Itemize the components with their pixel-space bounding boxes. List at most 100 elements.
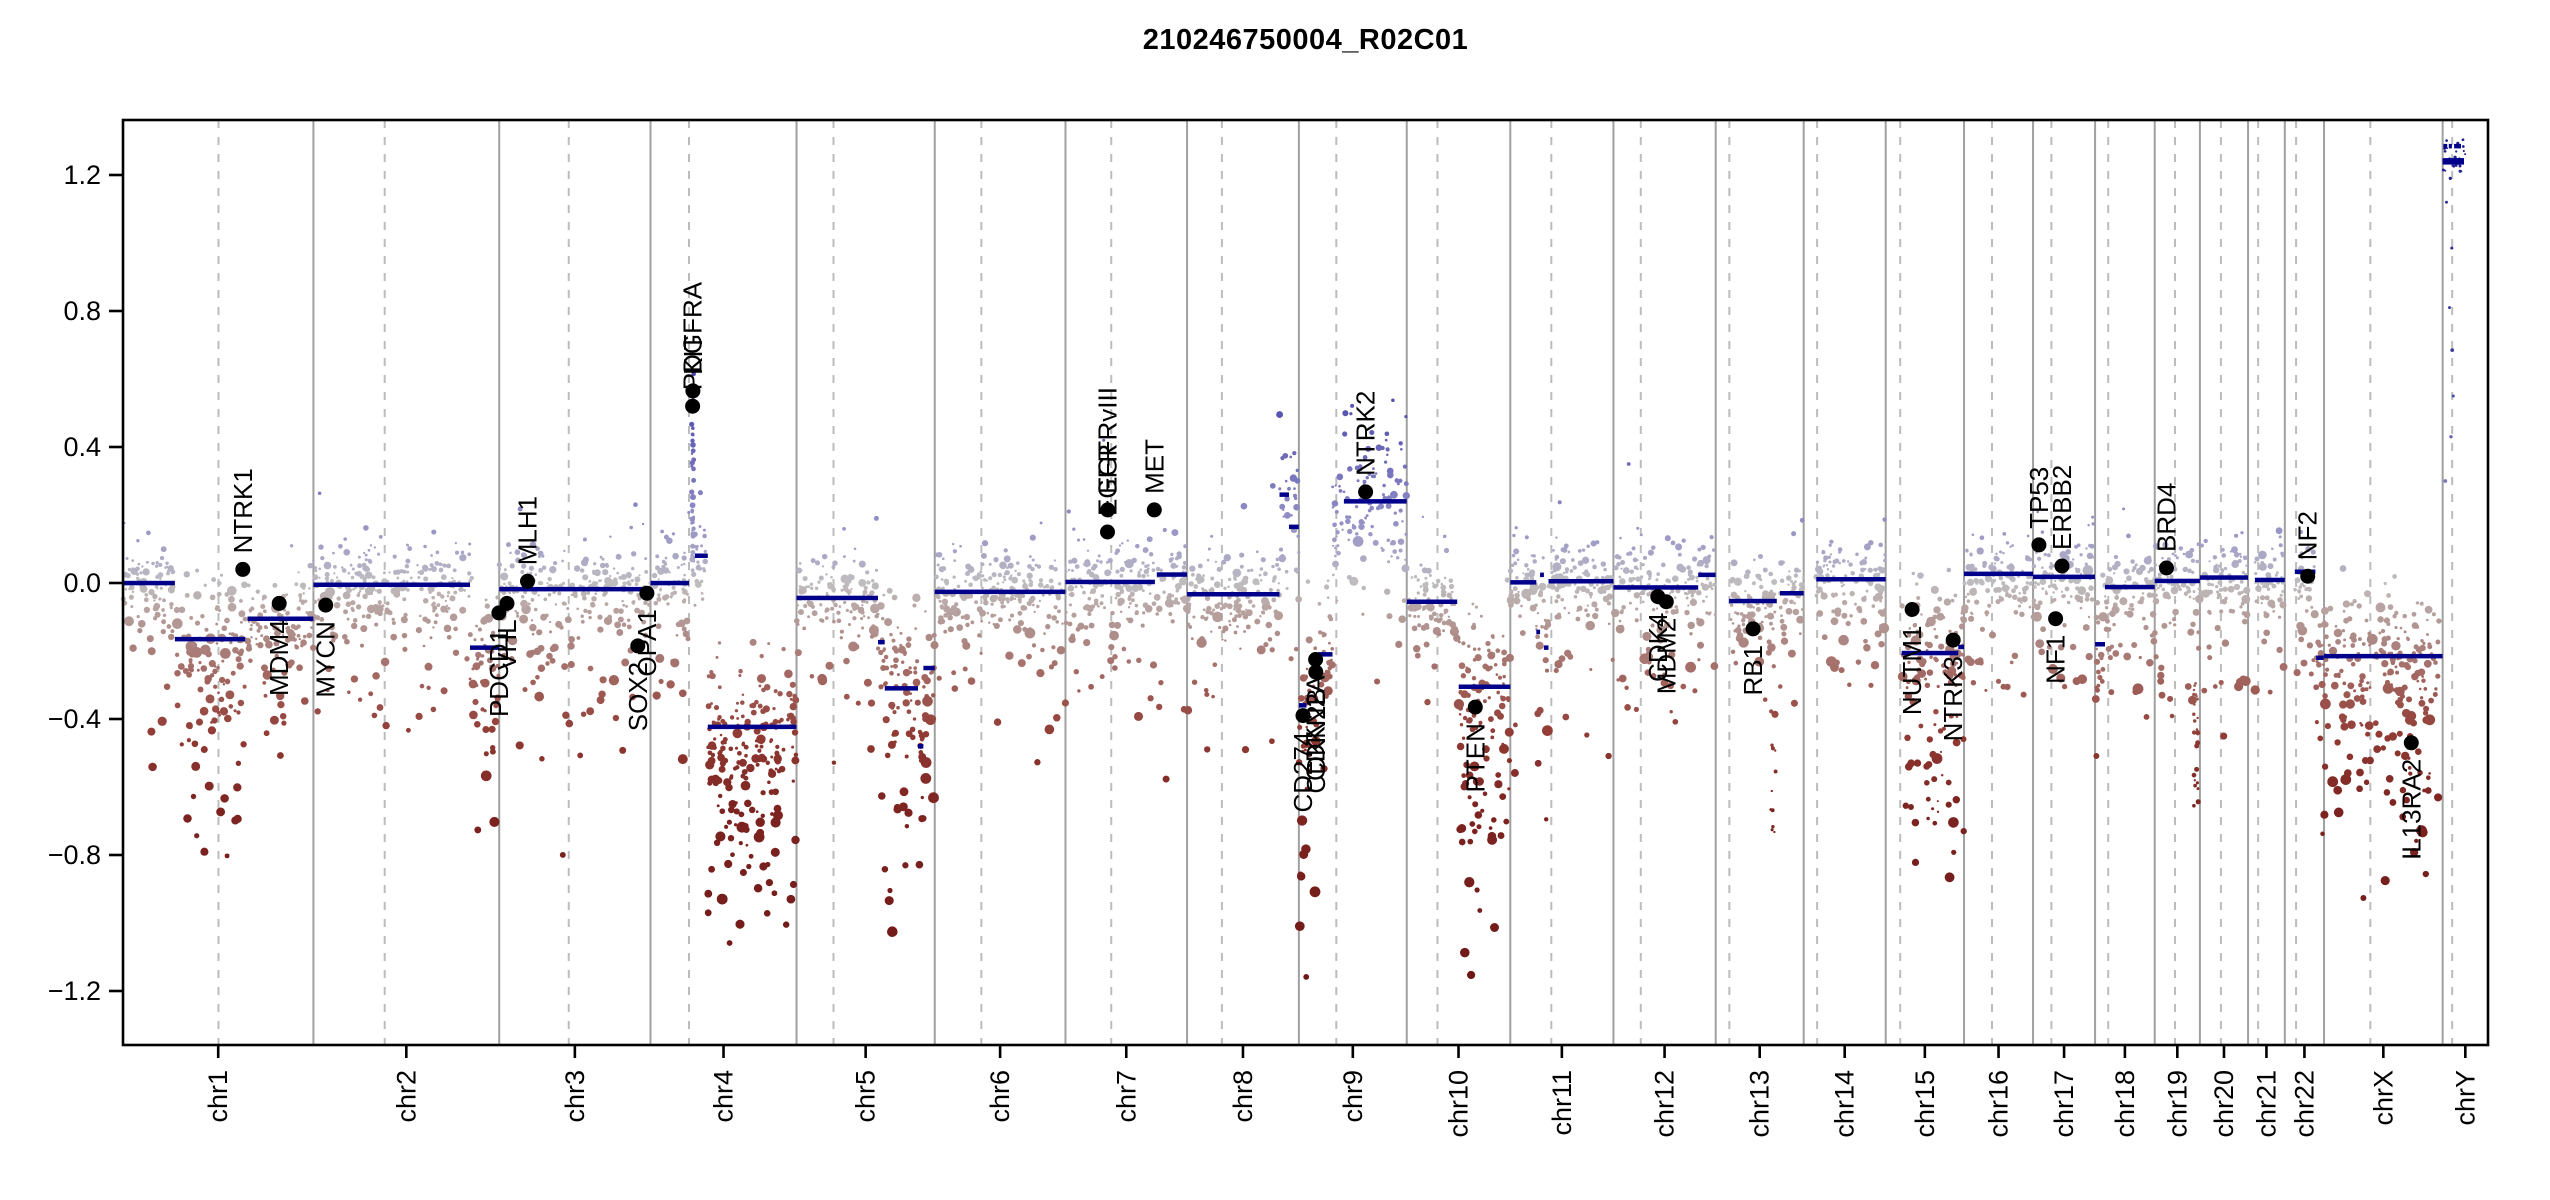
gene-marker-SOX2: [630, 638, 646, 654]
plot-title: 210246750004_R02C01: [1142, 24, 1469, 56]
gene-label-PDCD1: PDCD1: [484, 629, 514, 717]
cnv-segment: [884, 686, 918, 691]
cnv-segment: [923, 665, 935, 671]
gene-marker-ERBB2: [2054, 558, 2070, 574]
x-axis-label-chr5: chr5: [851, 1070, 881, 1123]
x-axis-label-chrX: chrX: [2368, 1070, 2398, 1126]
gene-label-NF2: NF2: [2293, 511, 2323, 560]
cnv-segment: [1289, 524, 1299, 530]
gene-marker-TP53: [2031, 537, 2047, 553]
cnv-segment: [650, 580, 689, 586]
gene-marker-NTRK3: [1945, 632, 1961, 648]
cnv-segment: [878, 639, 885, 645]
cnv-segment: [1318, 652, 1333, 657]
cnv-segment: [934, 589, 1066, 595]
gene-label-MDM4: MDM4: [264, 619, 294, 696]
gene-label-CDKN2B: CDKN2B: [1301, 688, 1331, 793]
cnv-segment: [2154, 578, 2200, 584]
y-axis-tick-label: −0.4: [48, 704, 101, 734]
gene-label-KIT: KIT: [678, 334, 708, 375]
cnv-segment: [918, 744, 924, 749]
gene-marker-MDM2: [1658, 594, 1674, 610]
cnv-segment: [1406, 599, 1458, 604]
cnv-segment: [707, 724, 797, 730]
cnv-segment: [2454, 143, 2461, 149]
x-axis-label-chr6: chr6: [985, 1070, 1015, 1123]
gene-marker-RB1: [1745, 621, 1761, 637]
gene-label-EGFR: EGFR: [1093, 444, 1123, 516]
cnv-segment: [2199, 575, 2248, 580]
gene-marker-EGFRvIII: [1100, 502, 1116, 518]
x-axis-label-chr13: chr13: [1745, 1070, 1775, 1138]
x-axis-label-chr16: chr16: [1984, 1070, 2014, 1138]
gene-label-NTRK3: NTRK3: [1938, 656, 1968, 741]
x-axis-label-chr20: chr20: [2209, 1070, 2239, 1138]
cnv-segment: [1779, 591, 1804, 596]
cnv-segment: [2324, 653, 2443, 659]
grid-layer: [217, 120, 2454, 1045]
axes-layer: 1.2 0.8 0.4 0.0 −0.4 −0.8 −1.2 chr1 chr2 chr3 chr4…: [48, 118, 2490, 1138]
gene-label-MYCN: MYCN: [311, 621, 341, 698]
gene-label-NTRK1: NTRK1: [228, 468, 258, 553]
cnv-segment: [2316, 655, 2324, 660]
x-axis-label-chr11: chr11: [1547, 1070, 1577, 1136]
gene-label-NUTM1: NUTM1: [1897, 626, 1927, 716]
gene-label-PDGFRA: PDGFRA: [678, 281, 708, 390]
x-axis-label-chr15: chr15: [1910, 1070, 1940, 1138]
x-axis-label-chr3: chr3: [560, 1070, 590, 1123]
cnv-segment: [2442, 158, 2464, 165]
y-axis-tick-label: 0.8: [63, 296, 101, 326]
gene-marker-OPA1: [639, 585, 655, 601]
cnv-segment: [1536, 629, 1541, 635]
gene-marker-NF1: [2048, 611, 2064, 627]
gene-label-NTRK2: NTRK2: [1351, 391, 1381, 476]
x-axis-label-chr17: chr17: [2049, 1070, 2079, 1138]
cnv-segment: [1279, 492, 1289, 497]
gene-marker-IL13RA2: [2403, 735, 2419, 751]
cnv-segment: [796, 595, 878, 601]
gene-marker-PTEN: [1467, 699, 1483, 715]
x-axis-label-chr8: chr8: [1228, 1070, 1258, 1123]
gene-label-NF1: NF1: [2041, 635, 2071, 684]
x-axis-label-chr10: chr10: [1444, 1070, 1474, 1138]
gene-label-PTEN: PTEN: [1460, 723, 1490, 792]
cnv-segment: [2443, 143, 2448, 149]
y-axis-tick-label: −1.2: [48, 976, 101, 1006]
cnv-segment: [2033, 574, 2095, 580]
gene-marker-NUTM1: [1904, 602, 1920, 617]
cnv-segment: [1901, 650, 1959, 656]
cnv-segment: [1156, 572, 1188, 577]
gene-label-ERBB2: ERBB2: [2047, 465, 2077, 550]
gene-label-RB1: RB1: [1738, 645, 1768, 696]
gene-label-CDK4: CDK4: [1643, 613, 1673, 682]
cnv-segment: [1510, 580, 1537, 585]
cnv-segment: [2095, 642, 2105, 647]
cnv-segment: [1816, 577, 1886, 582]
y-axis-tick-label: 0.4: [63, 432, 101, 462]
gene-label-CD274: CD274: [1288, 732, 1318, 813]
cnv-segment: [1964, 571, 2033, 577]
gene-marker-NF2: [2300, 568, 2316, 584]
gene-marker-CDKN2A: [1308, 652, 1324, 667]
gene-marker-MDM4: [271, 595, 287, 611]
gene-marker-NTRK1: [235, 561, 251, 577]
x-axis-label-chr1: chr1: [203, 1070, 233, 1123]
cnv-segment: [2254, 577, 2285, 583]
gene-markers-layer: [235, 383, 2419, 751]
gene-marker-PDGFRA: [685, 398, 701, 414]
cnv-segment: [1540, 572, 1544, 578]
cnv-segment: [2448, 143, 2452, 149]
x-axis-label-chr18: chr18: [2110, 1070, 2140, 1138]
gene-marker-VHL: [499, 595, 515, 611]
gene-marker-CD274: [1295, 708, 1311, 724]
cnv-segment: [470, 645, 500, 650]
cnv-segment: [1187, 592, 1280, 597]
x-axis-label-chr12: chr12: [1650, 1070, 1680, 1138]
gene-marker-EGFR: [1100, 524, 1115, 540]
gene-marker-MET: [1146, 502, 1162, 518]
gene-label-VHL: VHL: [492, 619, 522, 670]
x-axis-label-chr7: chr7: [1111, 1070, 1141, 1123]
cnv-segment: [1458, 684, 1511, 689]
